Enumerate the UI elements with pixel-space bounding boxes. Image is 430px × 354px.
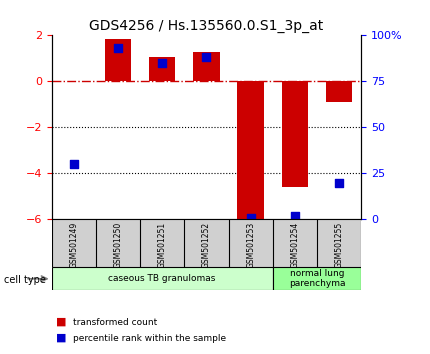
Point: [114, 45, 121, 51]
Bar: [140, 219, 184, 267]
Text: GSM501249: GSM501249: [69, 222, 78, 268]
Title: GDS4256 / Hs.135560.0.S1_3p_at: GDS4256 / Hs.135560.0.S1_3p_at: [89, 19, 323, 33]
Bar: [326, 81, 352, 102]
Point: [247, 215, 254, 221]
Bar: [96, 219, 140, 267]
Point: [336, 180, 343, 185]
Text: transformed count: transformed count: [73, 318, 157, 327]
Text: ■: ■: [56, 333, 66, 343]
Text: ■: ■: [56, 317, 66, 327]
Bar: [228, 219, 273, 267]
Bar: [317, 219, 361, 267]
FancyBboxPatch shape: [52, 267, 273, 290]
Bar: [52, 219, 96, 267]
FancyBboxPatch shape: [273, 267, 361, 290]
Text: GSM501255: GSM501255: [335, 222, 344, 268]
Point: [159, 60, 166, 66]
Text: caseous TB granulomas: caseous TB granulomas: [108, 274, 216, 283]
Text: percentile rank within the sample: percentile rank within the sample: [73, 333, 226, 343]
Text: GSM501250: GSM501250: [114, 222, 123, 268]
Text: GSM501254: GSM501254: [290, 222, 299, 268]
Text: GSM501251: GSM501251: [158, 222, 167, 268]
Bar: [273, 219, 317, 267]
Bar: [193, 51, 220, 81]
Bar: [237, 81, 264, 219]
Point: [203, 55, 210, 60]
Point: [292, 213, 298, 219]
Point: [70, 161, 77, 167]
Text: GSM501252: GSM501252: [202, 222, 211, 268]
Bar: [149, 57, 175, 81]
Bar: [104, 39, 131, 81]
Bar: [184, 219, 228, 267]
Bar: [282, 81, 308, 187]
Text: cell type: cell type: [4, 275, 46, 285]
Text: normal lung
parenchyma: normal lung parenchyma: [289, 269, 345, 289]
Text: GSM501253: GSM501253: [246, 222, 255, 268]
